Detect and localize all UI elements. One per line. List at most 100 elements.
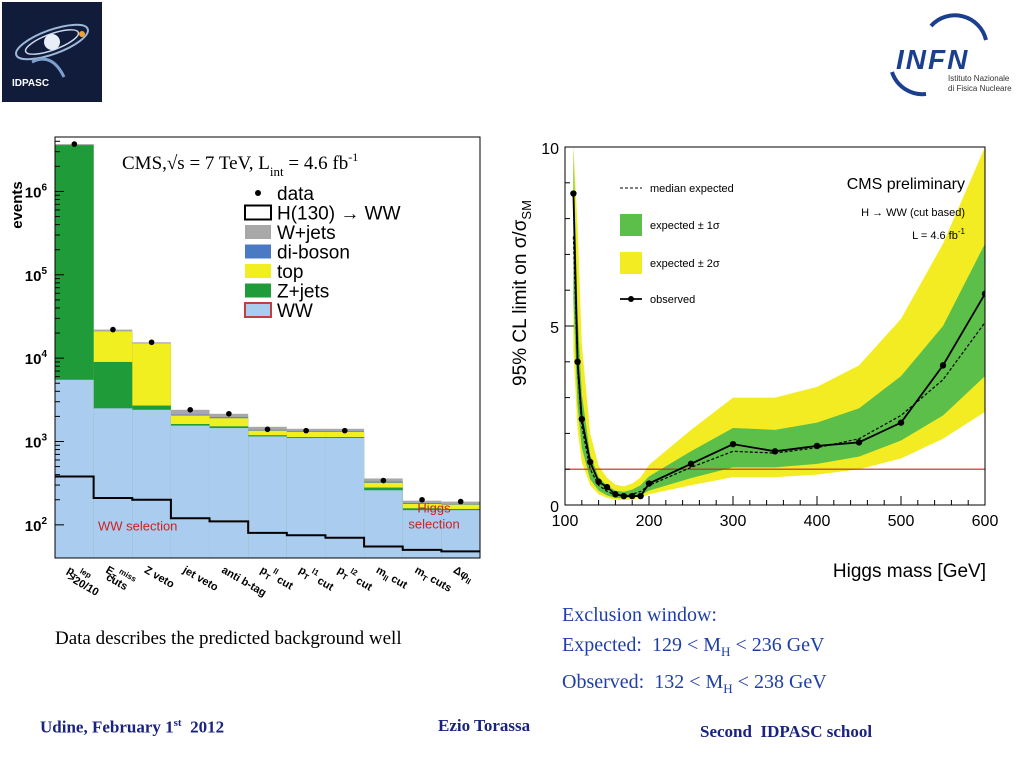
- legend-swatch-2sigma: [620, 252, 642, 274]
- xtick-label-3: 400: [804, 513, 831, 530]
- category-label-7: pTl2 cut: [334, 561, 376, 596]
- category-label-1: ETmisscuts: [100, 561, 138, 596]
- exclusion-expected: Expected: 129 < MH < 236 GeV: [562, 634, 825, 659]
- observed-point-18: [981, 290, 985, 297]
- category-label-10: Δφll: [450, 564, 475, 586]
- median-expected-line: [572, 236, 985, 497]
- data-point-5: [264, 426, 271, 433]
- legend-label-r-0: median expected: [650, 183, 734, 195]
- data-point-0: [71, 141, 78, 147]
- observed-point-1: [574, 358, 581, 365]
- legend-swatch-4: [245, 264, 271, 278]
- observed-point-5: [603, 483, 611, 491]
- legend-label-4: top: [277, 262, 303, 283]
- data-point-2: [148, 339, 155, 346]
- exclusion-title: Exclusion window:: [562, 604, 717, 626]
- data-point-10: [457, 498, 464, 505]
- ytick-label-0: 102: [25, 516, 48, 535]
- cut-flow-bars: [55, 141, 480, 558]
- xtick-label-0: 100: [552, 513, 579, 530]
- category-label-9: mT cuts: [412, 564, 454, 596]
- bar-ww-10: [441, 510, 480, 558]
- observed-point-4: [595, 478, 602, 485]
- limit-header-sub2: L = 4.6 fb-1: [912, 227, 965, 242]
- category-label-0: pTlep>20/10: [62, 561, 106, 599]
- legend-label-2: W+jets: [277, 223, 336, 244]
- observed-point-16: [897, 419, 905, 426]
- bar-ww-3: [170, 425, 210, 558]
- legend-label-6: WW: [277, 301, 313, 322]
- category-label-3: jet veto: [180, 564, 220, 594]
- legend-label-r-1: expected ± 1σ: [650, 220, 720, 232]
- legend-swatch-1: [244, 204, 272, 221]
- infn-logo-sub2: di Fisica Nucleare: [948, 84, 1012, 93]
- ytick-label-r-1: 5: [550, 320, 559, 337]
- bar-ww-4: [209, 428, 249, 558]
- bar-ww-6: [286, 438, 326, 558]
- observed-point-8: [629, 492, 636, 500]
- legend-label-5: Z+jets: [277, 282, 329, 303]
- legend-swatch-data: [255, 190, 261, 196]
- limit-header-sub1: H → WW (cut based): [861, 207, 965, 219]
- footer-school: Second IDPASC school: [700, 722, 873, 741]
- limit-ylabel: 95% CL limit on σ/σSM: [510, 200, 534, 386]
- legend-swatch-observed-point: [628, 296, 634, 302]
- annotation-1: Higgs: [417, 501, 451, 516]
- observed-point-2: [578, 415, 585, 423]
- observed-point-11: [687, 460, 695, 468]
- category-label-6: pTl1 cut: [296, 561, 338, 596]
- legend-label-1: H(130) → WW: [277, 204, 401, 225]
- observed-point-14: [813, 442, 821, 450]
- caption-left: Data describes the predicted background …: [55, 628, 402, 649]
- limit-chart: 100 200 300 400 500 600 0 5 10 95% CL limit on σ…: [510, 141, 998, 582]
- limit-xlabel: Higgs mass [GeV]: [833, 561, 986, 582]
- observed-point-13: [771, 448, 779, 455]
- cut-flow-title: CMS,√s = 7 TeV, Lint = 4.6 fb-1: [122, 150, 358, 179]
- legend-swatch-2: [245, 225, 271, 239]
- annotation-2: selection: [408, 517, 459, 532]
- limit-header: CMS preliminary: [847, 176, 965, 193]
- ytick-label-3: 105: [25, 266, 48, 285]
- limit-plot: 100 200 300 400 500 600 0 5 10: [541, 141, 998, 530]
- data-point-3: [187, 406, 194, 413]
- data-point-1: [110, 326, 116, 333]
- infn-logo: INFN Istituto Nazionale di Fisica Nuclea…: [886, 12, 1016, 102]
- bar-ww-7: [325, 438, 365, 558]
- xtick-label-5: 600: [972, 513, 999, 530]
- observed-point-15: [855, 439, 863, 446]
- infn-arc-icon: [890, 13, 988, 97]
- data-point-7: [341, 427, 348, 434]
- ytick-label-r-2: 10: [541, 141, 559, 158]
- cut-flow-frame: [54, 136, 481, 559]
- ytick-label-2: 104: [25, 349, 48, 368]
- exclusion-observed: Observed: 132 < MH < 238 GeV: [562, 671, 827, 696]
- bar-ww-0: [55, 379, 94, 558]
- data-point-8: [380, 477, 387, 484]
- data-point-4: [226, 410, 232, 417]
- bar-ww-8: [364, 490, 403, 558]
- bar-ww-2: [132, 409, 171, 558]
- xtick-label-4: 500: [888, 513, 915, 530]
- signal-h130-line: [55, 475, 480, 553]
- band-1-sigma: [573, 147, 985, 499]
- xtick-label-2: 300: [720, 513, 747, 530]
- footer-date: Udine, February 1st 2012: [40, 717, 225, 737]
- legend-swatch-1sigma: [620, 214, 642, 236]
- legend-swatch-6: [244, 302, 272, 318]
- footer-author: Ezio Torassa: [438, 716, 531, 735]
- limit-plot-area: [565, 147, 985, 500]
- legend-swatch-3: [245, 244, 271, 259]
- legend-label-r-3: observed: [650, 294, 695, 306]
- data-point-9: [419, 496, 425, 503]
- ytick-label-1: 103: [25, 432, 48, 451]
- data-point-6: [303, 427, 309, 434]
- infn-logo-sub1: Istituto Nazionale: [948, 74, 1010, 83]
- observed-point-12: [729, 440, 737, 448]
- ytick-label-4: 106: [25, 182, 48, 201]
- legend-label-r-2: expected ± 2σ: [650, 258, 720, 270]
- annotation-0: WW selection: [98, 519, 177, 534]
- idpasc-logo: IDPASC: [2, 2, 102, 102]
- xtick-label-1: 200: [636, 513, 663, 530]
